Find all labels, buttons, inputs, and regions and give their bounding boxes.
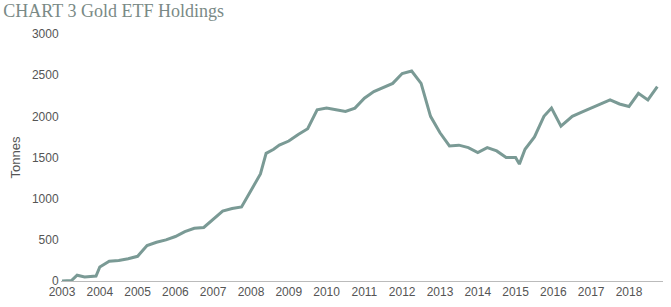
svg-text:2015: 2015 xyxy=(502,285,529,299)
svg-text:0: 0 xyxy=(52,274,59,288)
svg-text:Tonnes: Tonnes xyxy=(8,136,23,178)
svg-text:2003: 2003 xyxy=(49,285,76,299)
svg-text:2014: 2014 xyxy=(464,285,491,299)
svg-text:2011: 2011 xyxy=(351,285,377,299)
svg-text:2016: 2016 xyxy=(540,285,567,299)
svg-text:2500: 2500 xyxy=(32,68,59,82)
svg-text:2010: 2010 xyxy=(313,285,340,299)
svg-text:1000: 1000 xyxy=(32,192,59,206)
svg-text:1500: 1500 xyxy=(32,151,59,165)
svg-text:CHART 3 Gold ETF Holdings: CHART 3 Gold ETF Holdings xyxy=(3,1,224,21)
svg-text:500: 500 xyxy=(39,233,59,247)
svg-text:2012: 2012 xyxy=(389,285,416,299)
svg-text:2006: 2006 xyxy=(162,285,189,299)
svg-text:2005: 2005 xyxy=(124,285,151,299)
svg-text:2018: 2018 xyxy=(616,285,643,299)
svg-text:2017: 2017 xyxy=(578,285,605,299)
svg-text:2013: 2013 xyxy=(427,285,454,299)
svg-text:2004: 2004 xyxy=(86,285,113,299)
svg-text:2000: 2000 xyxy=(32,110,59,124)
svg-text:2008: 2008 xyxy=(238,285,265,299)
svg-text:3000: 3000 xyxy=(32,27,59,41)
svg-text:2009: 2009 xyxy=(275,285,302,299)
svg-text:2007: 2007 xyxy=(200,285,227,299)
